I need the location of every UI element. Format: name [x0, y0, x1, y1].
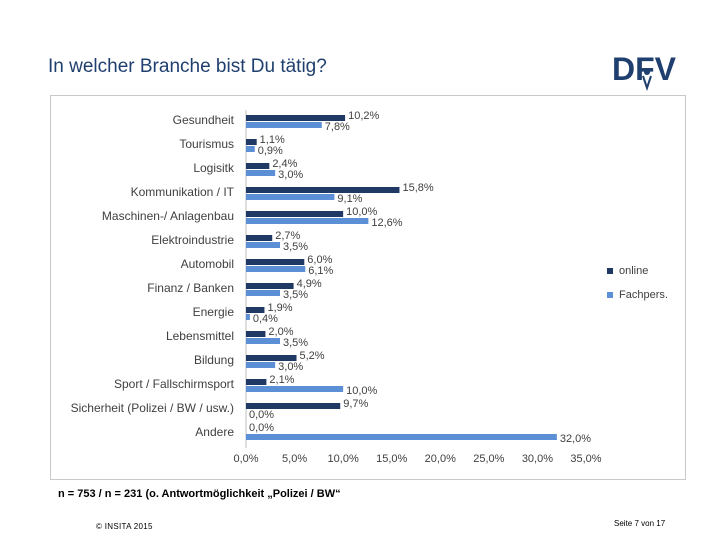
- data-label: 3,5%: [283, 289, 308, 301]
- data-label: 0,0%: [249, 409, 274, 421]
- bar-online: [246, 331, 266, 337]
- bar-online: [246, 235, 273, 241]
- bar-fachpers: [246, 434, 557, 440]
- x-tick-label: 30,0%: [522, 453, 553, 465]
- data-label: 32,0%: [560, 433, 591, 445]
- sample-size-footnote: n = 753 / n = 231 (o. Antwortmöglichkeit…: [58, 488, 341, 500]
- x-tick-label: 20,0%: [425, 453, 456, 465]
- bar-fachpers: [246, 170, 276, 176]
- skydiver-icon: [642, 69, 652, 92]
- legend-label: Fachpers.: [619, 289, 668, 301]
- chart-frame: Gesundheit Tourismus Logisitk Kommunikation…: [50, 95, 686, 480]
- legend-swatch: [607, 268, 613, 274]
- x-tick-label: 35,0%: [570, 453, 601, 465]
- x-tick-label: 10,0%: [328, 453, 359, 465]
- bar-online: [246, 163, 270, 169]
- data-label: 12,6%: [371, 217, 402, 229]
- data-label: 10,2%: [348, 110, 379, 122]
- data-label: 2,4%: [272, 158, 297, 170]
- data-label: 15,8%: [402, 182, 433, 194]
- category-label: Automobil: [181, 257, 234, 271]
- bar-fachpers: [246, 122, 322, 128]
- legend-label: online: [619, 265, 648, 277]
- data-label: 2,0%: [268, 326, 293, 338]
- category-label: Energie: [193, 305, 235, 319]
- dfv-logo: DFV: [612, 51, 677, 92]
- x-tick-label: 5,0%: [282, 453, 307, 465]
- category-label: Lebensmittel: [166, 329, 234, 343]
- category-label: Elektroindustrie: [151, 233, 234, 247]
- category-label: Sport / Fallschirmsport: [114, 377, 235, 391]
- data-label: 9,1%: [337, 193, 362, 205]
- bar-online: [246, 187, 400, 193]
- data-label: 3,0%: [278, 169, 303, 181]
- x-tick-label: 0,0%: [233, 453, 258, 465]
- category-label: Finanz / Banken: [147, 281, 234, 295]
- data-label: 0,4%: [253, 313, 278, 325]
- data-label: 0,9%: [258, 145, 283, 157]
- bar-online: [246, 259, 305, 265]
- data-label: 5,2%: [300, 350, 325, 362]
- bar-fachpers: [246, 194, 335, 200]
- data-label: 3,5%: [283, 241, 308, 253]
- data-label: 10,0%: [346, 206, 377, 218]
- data-label: 0,0%: [249, 422, 274, 434]
- category-label: Sicherheit (Polizei / BW / usw.): [71, 401, 234, 415]
- data-label: 4,9%: [297, 278, 322, 290]
- category-label: Bildung: [194, 353, 234, 367]
- bar-fachpers: [246, 386, 344, 392]
- slide-title: In welcher Branche bist Du tätig?: [48, 56, 327, 77]
- bar-online: [246, 211, 344, 217]
- category-label: Logisitk: [193, 161, 235, 175]
- bar-chart: Gesundheit Tourismus Logisitk Kommunikation…: [71, 110, 668, 465]
- category-label: Gesundheit: [173, 113, 235, 127]
- data-label: 2,7%: [275, 230, 300, 242]
- bar-fachpers: [246, 338, 280, 344]
- category-label: Kommunikation / IT: [131, 185, 235, 199]
- bar-fachpers: [246, 266, 306, 272]
- data-label: 1,9%: [267, 302, 292, 314]
- bar-online: [246, 403, 341, 409]
- copyright: © INSITA 2015: [96, 522, 153, 531]
- data-label: 3,5%: [283, 337, 308, 349]
- page-number: Seite 7 von 17: [614, 519, 666, 528]
- x-tick-label: 15,0%: [376, 453, 407, 465]
- data-label: 2,1%: [269, 374, 294, 386]
- data-label: 7,8%: [325, 121, 350, 133]
- data-label: 6,0%: [307, 254, 332, 266]
- bar-online: [246, 307, 265, 313]
- bar-online: [246, 379, 267, 385]
- x-tick-label: 25,0%: [473, 453, 504, 465]
- bar-online: [246, 139, 257, 145]
- bar-fachpers: [246, 146, 255, 152]
- data-label: 9,7%: [343, 398, 368, 410]
- bar-online: [246, 283, 294, 289]
- bar-fachpers: [246, 290, 280, 296]
- data-label: 10,0%: [346, 385, 377, 397]
- bar-online: [246, 115, 346, 121]
- data-label: 3,0%: [278, 361, 303, 373]
- bar-fachpers: [246, 242, 280, 248]
- category-label: Maschinen-/ Anlagenbau: [102, 209, 234, 223]
- legend-swatch: [607, 292, 613, 298]
- bar-fachpers: [246, 314, 250, 320]
- category-label: Andere: [195, 425, 234, 439]
- category-label: Tourismus: [179, 137, 234, 151]
- bar-fachpers: [246, 362, 276, 368]
- bar-fachpers: [246, 218, 369, 224]
- bar-online: [246, 355, 297, 361]
- data-label: 1,1%: [260, 134, 285, 146]
- data-label: 6,1%: [308, 265, 333, 277]
